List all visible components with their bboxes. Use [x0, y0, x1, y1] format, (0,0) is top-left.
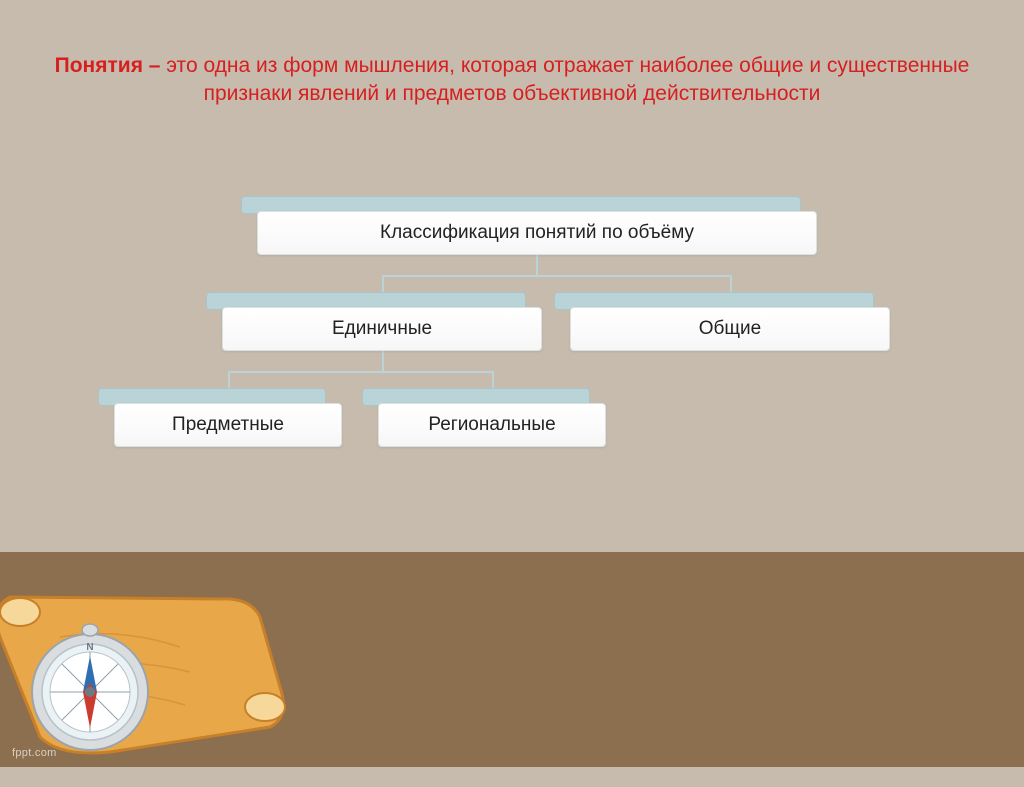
connector [536, 255, 538, 275]
connector [382, 275, 730, 277]
connector [382, 275, 384, 292]
footer-credit: fppt.com [12, 747, 57, 759]
title-bold: Понятия – [55, 54, 161, 77]
connector [730, 275, 732, 292]
slide-title: Понятия – это одна из форм мышления, кот… [0, 0, 1024, 109]
tree-node-subj: Предметные [114, 403, 342, 447]
connector [492, 371, 494, 388]
title-rest: это одна из форм мышления, которая отраж… [160, 54, 969, 105]
hierarchy-diagram: Классификация понятий по объёму Единичные… [102, 199, 922, 499]
tree-node-common: Общие [570, 307, 890, 351]
tree-node-root: Классификация понятий по объёму [257, 211, 817, 255]
connector [228, 371, 230, 388]
tree-node-single: Единичные [222, 307, 542, 351]
tree-node-reg: Региональные [378, 403, 606, 447]
connector [228, 371, 492, 373]
connector [382, 351, 384, 371]
svg-text:N: N [86, 642, 93, 653]
